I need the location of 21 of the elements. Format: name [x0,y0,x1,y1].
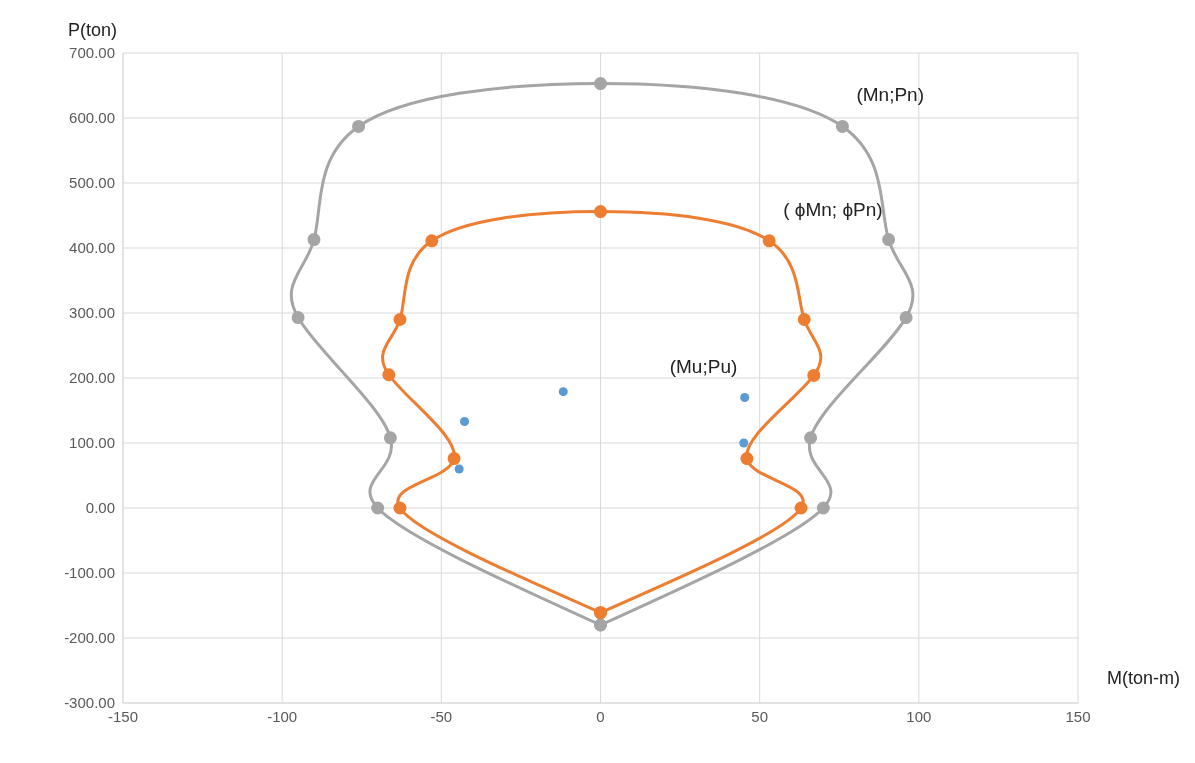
y-tick-label: 700.00 [69,44,115,62]
series-label: (Mu;Pu) [669,355,738,378]
y-tick-label: -200.00 [64,629,115,647]
x-tick-label: 50 [751,707,769,725]
y-axis-title: P(ton) [68,20,118,41]
x-tick-label: 100 [906,707,932,725]
x-tick-label: -50 [430,707,453,725]
x-tick-label: 0 [596,707,605,725]
x-tick-label: -100 [267,707,298,725]
y-tick-label: 200.00 [69,369,115,387]
y-tick-label: 400.00 [69,239,115,257]
series-label: ( ϕMn; ϕPn) [783,198,883,221]
x-axis-title: M(ton-m) [1107,668,1180,689]
y-tick-label: -100.00 [64,564,115,582]
y-tick-label: 600.00 [69,109,115,127]
x-tick-label: 150 [1065,707,1091,725]
series-label: (Mn;Pn) [856,84,924,107]
y-tick-label: 300.00 [69,304,115,322]
y-tick-label: 0.00 [85,499,115,517]
y-tick-label: 100.00 [69,434,115,452]
y-tick-label: 500.00 [69,174,115,192]
